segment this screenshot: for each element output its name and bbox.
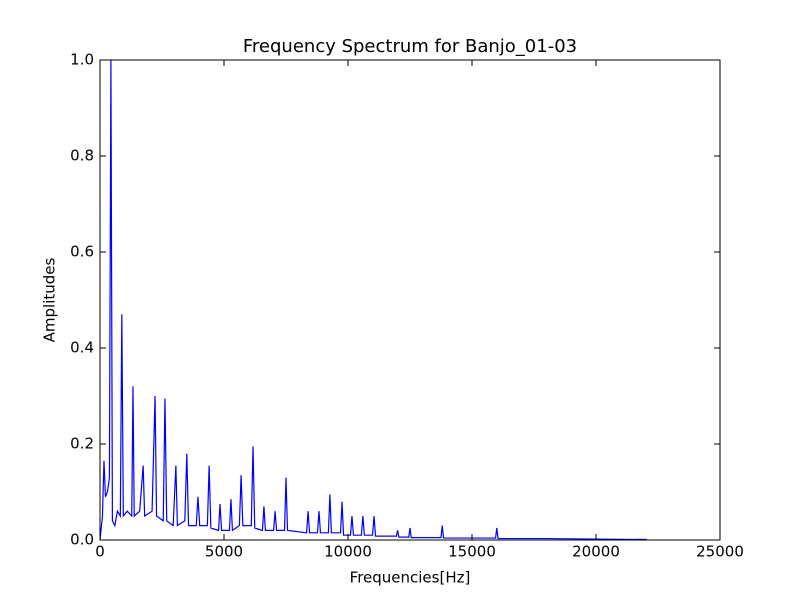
y-tick-label: 0.2: [70, 435, 94, 453]
y-tick-label: 0.0: [70, 531, 94, 549]
spectrum-line: [99, 59, 647, 541]
x-tick-label: 15000: [448, 543, 496, 561]
plot-frame: [99, 59, 721, 541]
y-tick-label: 0.4: [70, 339, 94, 357]
y-tick-label: 0.8: [70, 147, 94, 165]
y-axis-label: Amplitudes: [41, 257, 59, 342]
y-tick-label: 0.6: [70, 243, 94, 261]
x-tick-label: 0: [95, 543, 105, 561]
chart-title: Frequency Spectrum for Banjo_01-03: [243, 36, 577, 57]
x-tick-label: 25000: [696, 543, 744, 561]
x-tick-label: 10000: [324, 543, 372, 561]
x-tick-label: 5000: [205, 543, 243, 561]
x-tick-label: 20000: [572, 543, 620, 561]
x-axis-label: Frequencies[Hz]: [350, 569, 471, 587]
y-tick-label: 1.0: [70, 51, 94, 69]
